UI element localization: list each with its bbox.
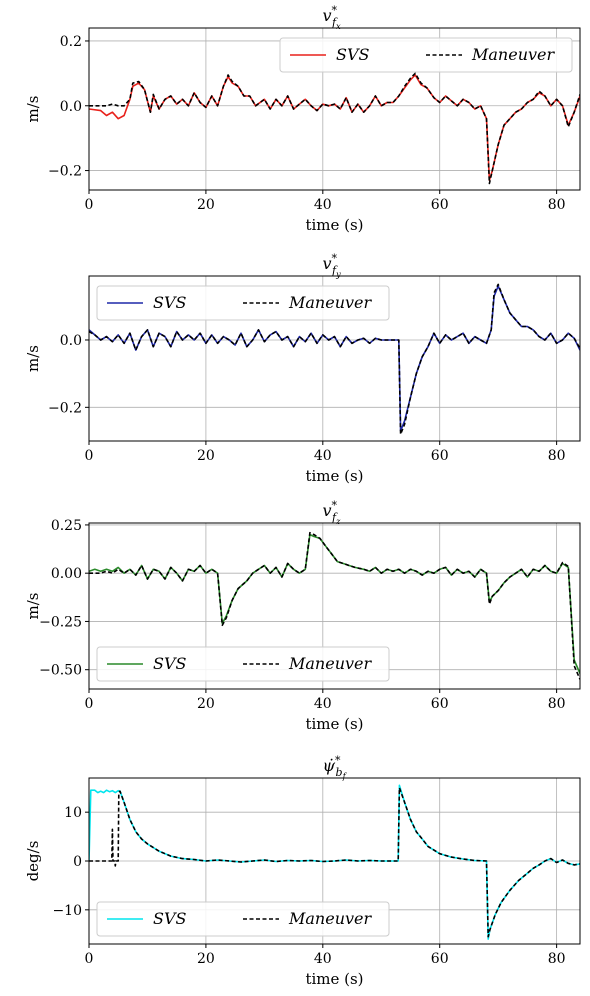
plot-area xyxy=(89,531,580,680)
x-tick-label: 20 xyxy=(197,197,215,213)
y-tick-label: 0.25 xyxy=(51,518,82,534)
legend-label-svs: SVS xyxy=(336,45,370,64)
series-line-maneuver xyxy=(89,786,580,938)
x-axis-label: time (s) xyxy=(305,216,363,234)
x-axis-label: time (s) xyxy=(305,467,363,485)
legend-label-maneuver: Maneuver xyxy=(471,45,556,64)
x-tick-label: 0 xyxy=(85,696,94,712)
x-tick-label: 40 xyxy=(314,696,332,712)
x-tick-label: 20 xyxy=(197,951,215,967)
plot-area xyxy=(89,283,580,436)
title-subsubscript: x xyxy=(336,22,341,31)
x-tick-label: 80 xyxy=(548,448,566,464)
title-symbol: ψ̇ xyxy=(323,756,336,775)
title-subscript: b xyxy=(336,766,343,779)
x-tick-label: 80 xyxy=(548,197,566,213)
x-tick-label: 60 xyxy=(431,951,449,967)
y-tick-label: 10 xyxy=(64,805,82,821)
series-line-maneuver xyxy=(89,72,580,185)
y-tick-label: −0.2 xyxy=(48,400,82,416)
title-subscript: f xyxy=(331,16,338,29)
y-tick-label: 0.0 xyxy=(60,99,82,115)
x-axis-label: time (s) xyxy=(305,715,363,733)
title-symbol: v xyxy=(323,6,332,25)
x-tick-label: 40 xyxy=(314,448,332,464)
title-subsubscript: f xyxy=(342,772,348,781)
x-tick-label: 0 xyxy=(85,951,94,967)
x-tick-label: 60 xyxy=(431,696,449,712)
x-tick-label: 40 xyxy=(314,951,332,967)
plot-frame xyxy=(88,522,581,690)
y-tick-label: 0.0 xyxy=(60,333,82,349)
series-line-maneuver xyxy=(89,531,580,680)
plot-area xyxy=(89,784,580,940)
subplot-4: 0 20 40 60 80 −10 0 10 time (s) deg/s ψ̇* bf SVS Mane… xyxy=(24,754,581,988)
plot-frame xyxy=(88,275,581,442)
legend: SVS Maneuver xyxy=(279,37,573,73)
x-tick-label: 60 xyxy=(431,448,449,464)
x-tick-label: 0 xyxy=(85,448,94,464)
legend: SVS Maneuver xyxy=(96,646,390,682)
subplot-2: 0 20 40 60 80 −0.2 0.0 time (s) m/s v* fy SVS Maneuv… xyxy=(24,252,581,485)
x-axis-label: time (s) xyxy=(305,970,363,988)
y-tick-label: −0.2 xyxy=(48,164,82,180)
legend-label-maneuver: Maneuver xyxy=(288,654,373,673)
title-subscript: f xyxy=(331,264,338,277)
series-line-svs xyxy=(89,74,580,182)
plot-area xyxy=(89,72,580,185)
chart-title: v* fx xyxy=(323,4,342,31)
chart-title: ψ̇* bf xyxy=(323,754,348,781)
y-tick-label: 0.2 xyxy=(60,34,82,50)
title-superscript: * xyxy=(332,4,338,17)
title-superscript: * xyxy=(335,754,341,767)
legend-label-svs: SVS xyxy=(153,293,187,312)
chart-title: v* fz xyxy=(323,499,342,526)
x-tick-label: 0 xyxy=(85,197,94,213)
legend-label-maneuver: Maneuver xyxy=(288,293,373,312)
x-tick-label: 80 xyxy=(548,951,566,967)
y-axis-label: deg/s xyxy=(24,841,42,882)
legend-label-svs: SVS xyxy=(153,654,187,673)
legend: SVS Maneuver xyxy=(96,901,390,937)
subplot-3: 0 20 40 60 80 −0.50 −0.25 0.00 0.25 time (s) m/s v*… xyxy=(24,499,581,733)
legend: SVS Maneuver xyxy=(96,285,390,321)
title-superscript: * xyxy=(332,499,338,512)
y-axis-label: m/s xyxy=(24,345,42,372)
legend-label-maneuver: Maneuver xyxy=(288,909,373,928)
y-tick-label: 0.00 xyxy=(51,566,82,582)
y-axis-label: m/s xyxy=(24,593,42,620)
title-symbol: v xyxy=(323,254,332,273)
title-subsubscript: y xyxy=(335,270,341,279)
y-tick-label: −10 xyxy=(52,903,82,919)
y-tick-label: −0.25 xyxy=(39,614,82,630)
title-subsubscript: z xyxy=(335,517,341,526)
x-tick-label: 60 xyxy=(431,197,449,213)
plot-frame xyxy=(88,27,581,191)
x-tick-label: 20 xyxy=(197,696,215,712)
title-superscript: * xyxy=(332,252,338,265)
y-tick-label: 0 xyxy=(73,854,82,870)
x-tick-label: 80 xyxy=(548,696,566,712)
x-tick-label: 20 xyxy=(197,448,215,464)
subplot-1: 0 20 40 60 80 −0.2 0.0 0.2 time (s) m/s v* fx SVS Man… xyxy=(24,4,581,234)
x-tick-label: 40 xyxy=(314,197,332,213)
y-axis-label: m/s xyxy=(24,96,42,123)
legend-label-svs: SVS xyxy=(153,909,187,928)
y-tick-label: −0.50 xyxy=(39,663,82,679)
chart-title: v* fy xyxy=(323,252,342,279)
title-subscript: f xyxy=(331,511,338,524)
title-symbol: v xyxy=(323,501,332,520)
series-line-maneuver xyxy=(89,283,580,436)
